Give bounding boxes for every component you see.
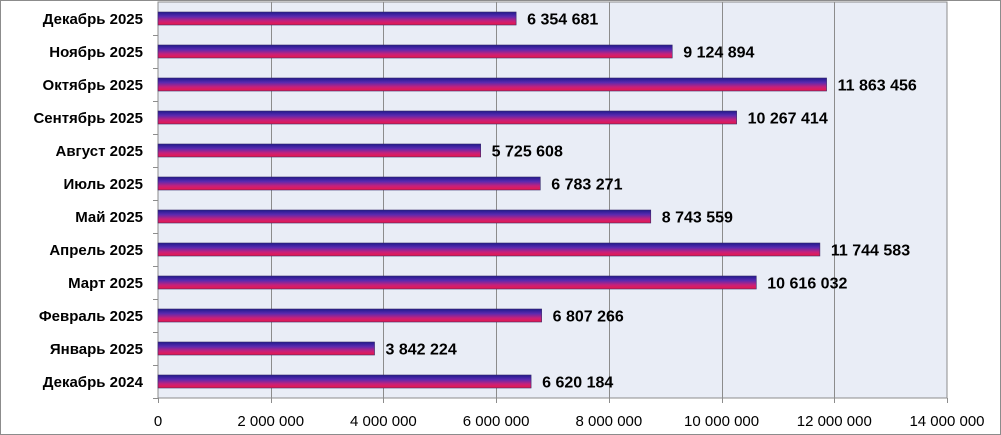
bar [157, 275, 757, 290]
category-label: Август 2025 [56, 143, 144, 160]
bar [157, 11, 517, 26]
bar-value-label: 6 620 184 [542, 375, 613, 392]
bar [157, 77, 827, 92]
bar-value-label: 10 616 032 [767, 276, 847, 293]
bar-value-label: 9 124 894 [683, 45, 754, 62]
bar [157, 242, 821, 257]
bar-value-label: 6 783 271 [551, 177, 622, 194]
x-tick-label: 10 000 000 [684, 413, 759, 430]
bar-value-label: 3 842 224 [386, 342, 457, 359]
bar-value-label: 5 725 608 [492, 144, 563, 161]
x-tick-label: 2 000 000 [237, 413, 304, 430]
bar [157, 308, 542, 323]
x-tick-label: 14 000 000 [909, 413, 984, 430]
bar-value-label: 6 354 681 [527, 12, 598, 29]
category-label: Июль 2025 [63, 176, 143, 193]
plot-area [157, 1, 948, 399]
category-label: Февраль 2025 [39, 308, 143, 325]
category-label: Декабрь 2025 [43, 11, 143, 28]
category-label: Декабрь 2024 [43, 374, 144, 391]
bar-value-label: 6 807 266 [553, 309, 624, 326]
bar [157, 341, 375, 356]
bar-value-label: 11 863 456 [838, 78, 917, 95]
x-tick-label: 4 000 000 [350, 413, 417, 430]
category-label: Сентябрь 2025 [33, 110, 143, 127]
category-label: Январь 2025 [50, 341, 143, 358]
bar [157, 176, 541, 191]
category-label: Май 2025 [75, 209, 143, 226]
bar-value-label: 11 744 583 [831, 243, 910, 260]
bar [157, 374, 532, 389]
x-tick-label: 6 000 000 [463, 413, 530, 430]
category-label: Апрель 2025 [49, 242, 143, 259]
bar-value-label: 10 267 414 [748, 111, 828, 128]
x-tick-label: 0 [154, 413, 162, 430]
x-tick-label: 8 000 000 [575, 413, 642, 430]
bar [157, 110, 737, 125]
bar [157, 209, 652, 224]
bar-value-label: 8 743 559 [662, 210, 733, 227]
category-label: Март 2025 [68, 275, 143, 292]
bar [157, 143, 481, 158]
category-label: Ноябрь 2025 [49, 44, 143, 61]
bar [157, 44, 673, 59]
category-label: Октябрь 2025 [43, 77, 143, 94]
x-tick-label: 12 000 000 [797, 413, 872, 430]
